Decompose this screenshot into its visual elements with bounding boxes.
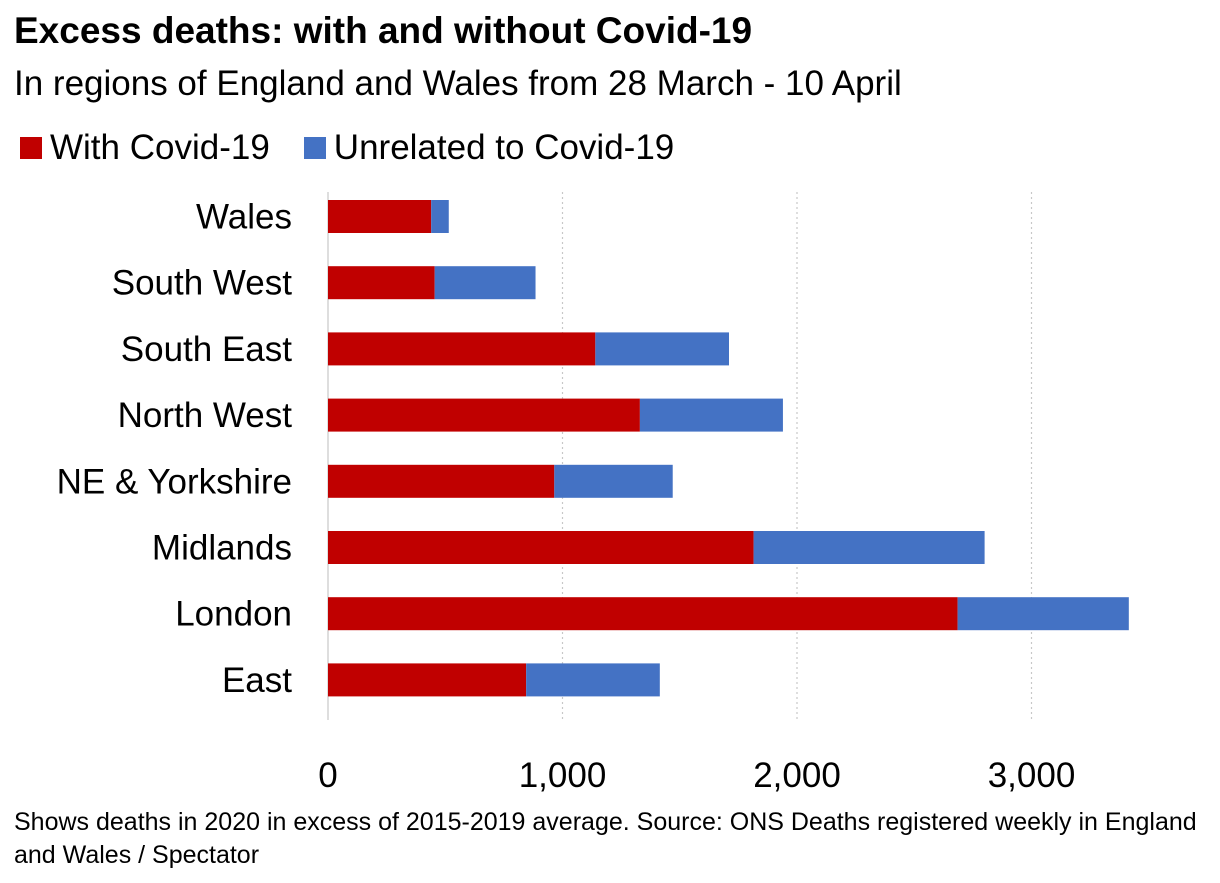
footnote: Shows deaths in 2020 in excess of 2015-2… [14, 808, 1197, 869]
legend: With Covid-19 Unrelated to Covid-19 [20, 128, 708, 168]
x-tick-label: 0 [318, 756, 337, 795]
y-tick-label: Wales [196, 198, 292, 237]
bar-south-west-unrelated [434, 266, 536, 300]
bar-wales-unrelated [431, 200, 449, 233]
y-tick-label: NE & Yorkshire [57, 462, 292, 501]
legend-swatch-with-covid [20, 137, 42, 159]
legend-label-unrelated: Unrelated to Covid-19 [333, 128, 675, 167]
x-tick-label: 3,000 [988, 756, 1076, 795]
x-tick-label: 1,000 [519, 756, 607, 795]
bar-north-west-unrelated [639, 398, 783, 432]
bar-ne-and-yorkshire-with-covid [328, 464, 555, 498]
bar-chart: 0 1,000 2,000 3,000 Wales South West South Eas… [57, 192, 1129, 795]
y-tick-label: Midlands [152, 529, 292, 568]
bar-wales-with-covid [328, 200, 432, 233]
chart-title: Excess deaths: with and without Covid-19 [14, 10, 753, 51]
legend-item-unrelated: Unrelated to Covid-19 [303, 128, 675, 168]
bar-east-unrelated [526, 663, 660, 697]
bar-london-unrelated [957, 597, 1129, 631]
bar-east-with-covid [328, 663, 527, 697]
y-tick-label: South East [121, 330, 292, 369]
bar-ne-and-yorkshire-unrelated [554, 464, 673, 498]
x-tick-label: 2,000 [753, 756, 841, 795]
legend-item-with-covid: With Covid-19 [20, 128, 270, 168]
bar-midlands-unrelated [753, 531, 985, 564]
bar-north-west-with-covid [328, 398, 640, 432]
bar-south-west-with-covid [328, 266, 435, 300]
y-tick-label: London [175, 595, 292, 634]
bar-london-with-covid [328, 597, 958, 631]
y-tick-label: East [222, 661, 292, 700]
legend-swatch-unrelated [303, 137, 326, 159]
bar-south-east-with-covid [328, 332, 596, 366]
y-tick-label: North West [118, 396, 293, 435]
bar-south-east-unrelated [595, 332, 729, 366]
chart-subtitle: In regions of England and Wales from 28 … [14, 64, 902, 103]
bar-midlands-with-covid [328, 531, 754, 564]
y-tick-label: South West [112, 264, 293, 303]
legend-label-with-covid: With Covid-19 [50, 128, 270, 167]
